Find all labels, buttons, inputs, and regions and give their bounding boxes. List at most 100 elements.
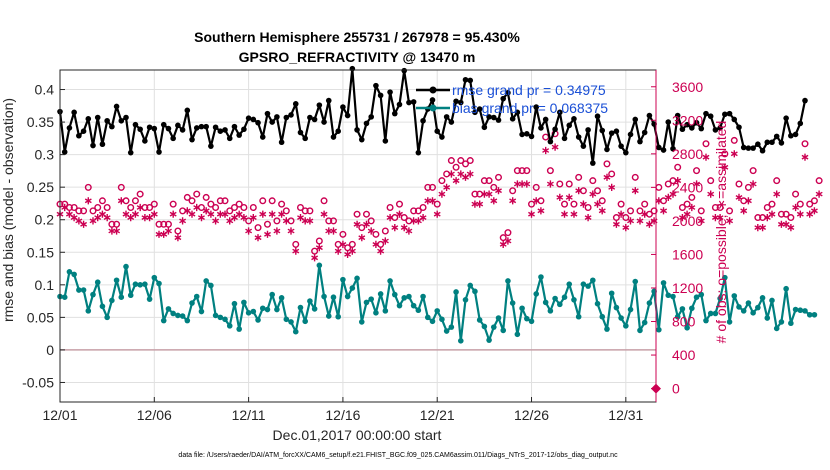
obs-possible-point	[499, 234, 507, 242]
obs-assimilated-point	[707, 190, 715, 198]
rmse-point	[641, 129, 648, 136]
obs-possible-point	[740, 197, 748, 205]
rmse-point	[674, 112, 681, 119]
plot-area	[60, 70, 656, 402]
bias-point	[571, 296, 577, 303]
obs-possible-point	[84, 183, 92, 191]
rmse-point	[198, 123, 205, 130]
rmse-point	[764, 139, 771, 146]
obs-assimilated-point	[509, 197, 517, 205]
rmse-point	[731, 116, 738, 123]
bias-point	[401, 295, 408, 301]
obs-possible-point	[179, 207, 187, 215]
obs-possible-point	[292, 240, 300, 248]
obs-assimilated-point	[721, 163, 729, 171]
obs-assimilated-point	[810, 207, 818, 215]
rmse-point	[104, 117, 110, 124]
bias-point	[674, 313, 681, 320]
obs-assimilated-point	[612, 220, 620, 228]
obs-possible-point	[75, 207, 83, 215]
obs-possible-point	[462, 160, 470, 168]
obs-possible-point	[301, 207, 309, 215]
obs-assimilated-point	[495, 187, 502, 195]
bias-point	[443, 328, 450, 334]
obs-assimilated-point	[372, 240, 380, 248]
obs-possible-point	[787, 214, 795, 222]
bias-point	[698, 291, 705, 298]
obs-possible-point	[320, 197, 328, 205]
obs-possible-point	[495, 173, 503, 181]
bias-point	[264, 306, 271, 313]
rmse-point	[363, 120, 370, 127]
obs-possible-point	[377, 240, 385, 248]
obs-possible-point	[678, 203, 686, 211]
rmse-point	[773, 133, 780, 140]
bias-point	[146, 296, 153, 302]
y2-tick-label: 2000	[672, 213, 703, 229]
bias-point	[689, 305, 695, 312]
bias-point	[189, 300, 195, 306]
rmse-point	[259, 134, 266, 140]
bias-point	[269, 291, 275, 298]
obs-possible-point	[664, 180, 672, 188]
bias-point	[764, 315, 771, 321]
bias-point	[514, 331, 521, 338]
bias-point	[722, 274, 728, 281]
bias-point	[604, 326, 610, 332]
bias-point	[665, 292, 672, 299]
bias-point	[387, 278, 393, 284]
bias-point	[561, 294, 568, 300]
obs-possible-point	[207, 200, 215, 208]
bias-series	[57, 262, 818, 344]
obs-possible-point	[631, 173, 639, 181]
obs-possible-point	[287, 217, 295, 225]
obs-possible-point	[735, 180, 743, 188]
bias-point	[538, 274, 544, 280]
y-tick-label: 0.1	[35, 277, 55, 293]
obs-assimilated-point	[306, 217, 314, 225]
obs-assimilated-point	[660, 207, 668, 215]
obs-possible-point	[344, 244, 352, 252]
obs-assimilated-point	[419, 214, 427, 222]
obs-assimilated-point	[438, 190, 446, 198]
bias-point	[377, 291, 384, 297]
rmse-point	[236, 132, 242, 138]
obs-possible-point	[249, 203, 257, 211]
rmse-point	[179, 127, 186, 133]
bias-point	[259, 305, 266, 312]
y2-tick-label: 3600	[672, 79, 703, 95]
obs-possible-point	[113, 220, 121, 228]
rmse-point	[316, 102, 323, 108]
bias-point	[524, 315, 530, 322]
obs-possible-point	[395, 200, 403, 208]
bias-point	[755, 304, 761, 311]
bias-point	[241, 299, 247, 306]
rmse-point	[156, 149, 162, 155]
obs-assimilated-point	[193, 203, 201, 212]
rmse-point	[184, 107, 191, 114]
rmse-point	[160, 121, 167, 128]
y2-tick-label: 800	[672, 314, 696, 330]
rmse-point	[670, 145, 676, 152]
obs-assimilated-point	[188, 210, 196, 218]
bias-point	[66, 269, 73, 275]
rmse-point	[410, 99, 417, 105]
bias-point	[156, 280, 162, 287]
obs-possible-point	[513, 167, 521, 175]
obs-possible-point	[414, 207, 422, 215]
obs-assimilated-point	[485, 190, 493, 198]
obs-possible-point	[268, 197, 276, 205]
obs-possible-point	[476, 190, 484, 198]
bias-point	[486, 337, 492, 343]
obs-assimilated-point	[759, 224, 767, 232]
rmse-series	[57, 65, 808, 166]
y-axis-label: rmse and bias (model - observation)	[0, 98, 16, 322]
bias-point	[212, 312, 219, 319]
obs-possible-point	[537, 197, 545, 205]
obs-assimilated-point	[367, 227, 375, 235]
rmse-point	[330, 134, 337, 140]
rmse-point	[509, 116, 516, 122]
y-tick-label: 0	[46, 342, 54, 358]
rmse-point	[71, 109, 77, 116]
obs-possible-point	[405, 217, 413, 225]
